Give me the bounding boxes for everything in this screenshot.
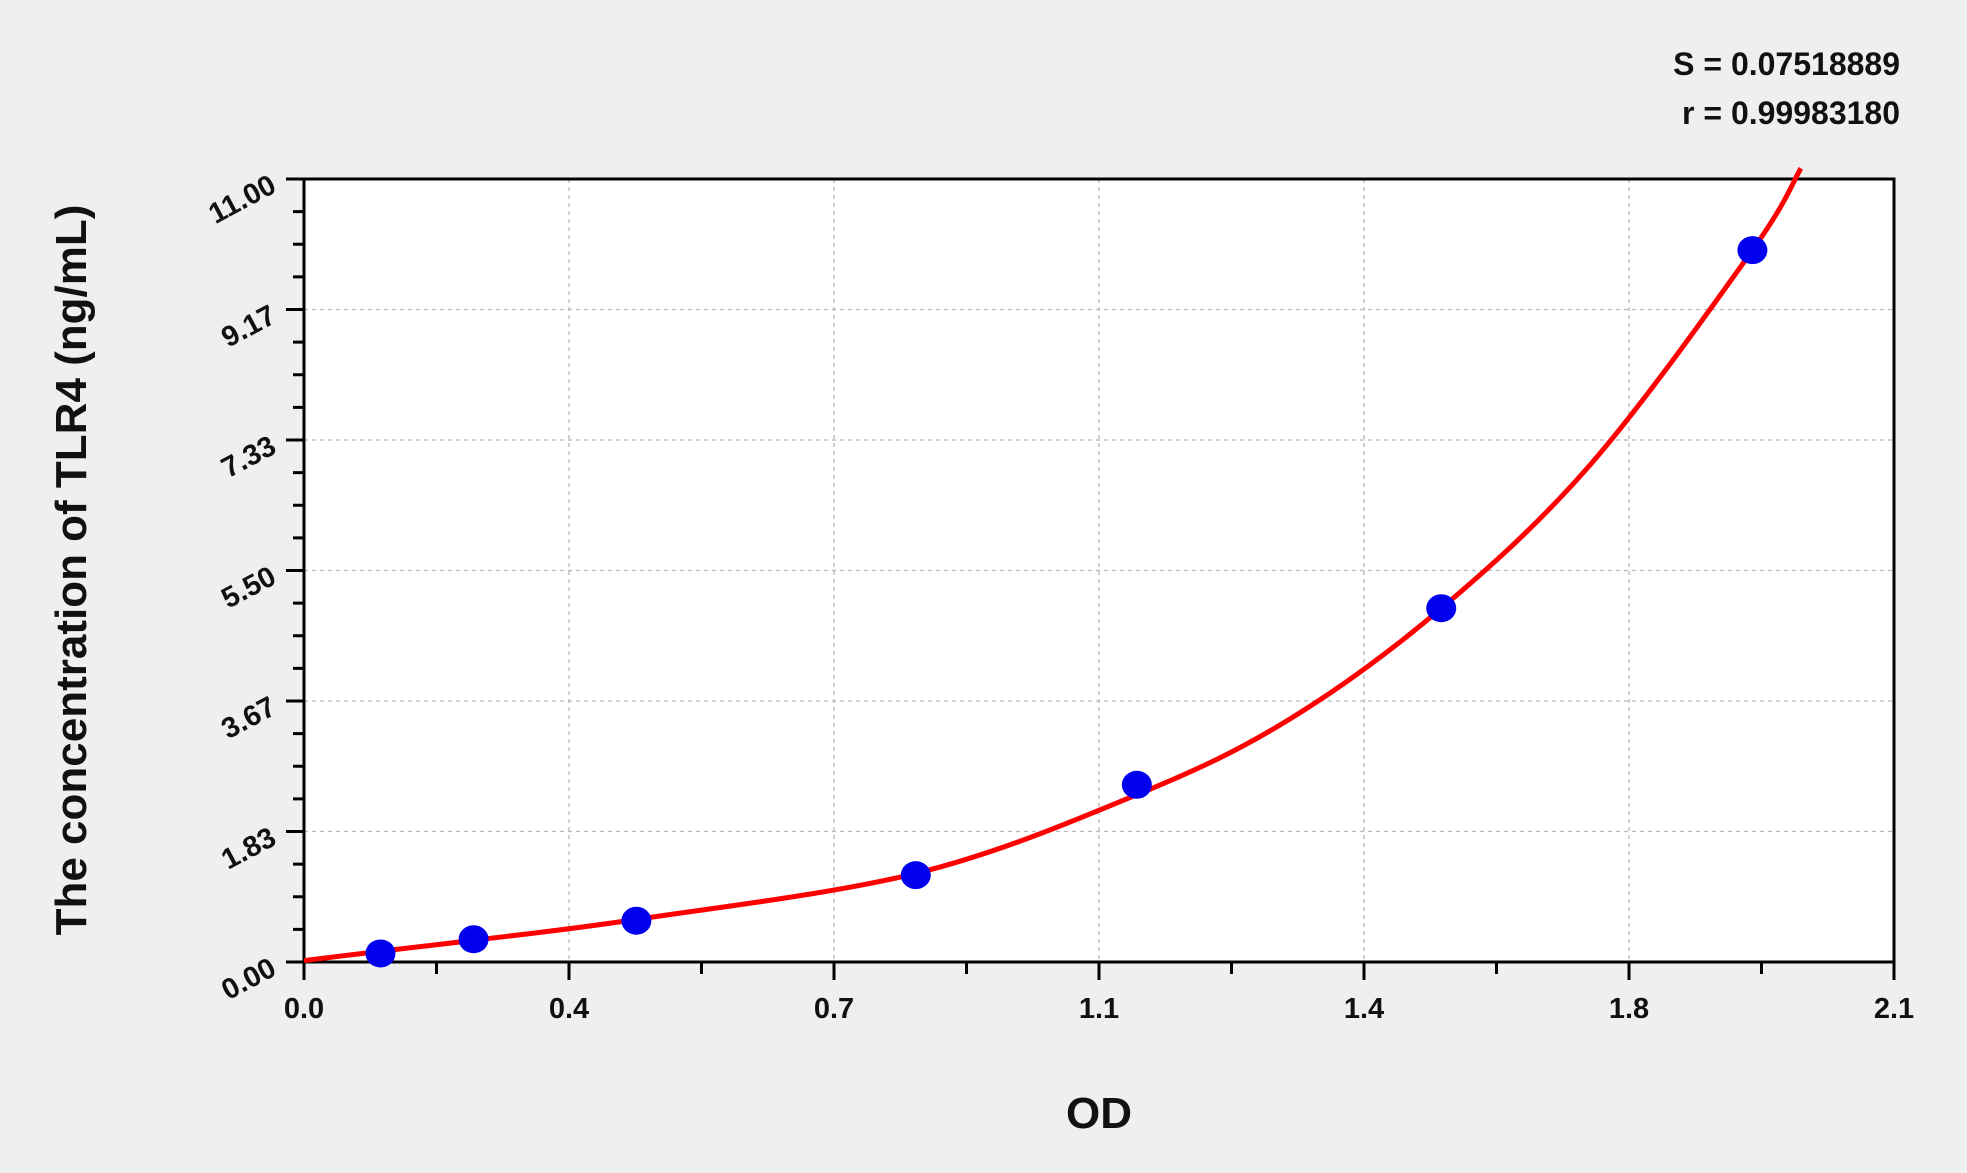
data-point — [458, 925, 489, 954]
y-tick-label: 7.33 — [216, 430, 281, 485]
r-value: r = 0.99983180 — [1682, 95, 1900, 131]
y-axis-label: The concentration of TLR4 (ng/mL) — [47, 205, 96, 936]
x-tick-label: 2.1 — [1874, 993, 1914, 1025]
x-tick-label: 1.1 — [1079, 993, 1119, 1025]
data-point — [365, 939, 396, 968]
y-tick-label: 5.50 — [216, 560, 281, 615]
y-tick-label: 1.83 — [216, 821, 281, 876]
y-tick-label: 11.00 — [204, 169, 282, 231]
data-points — [365, 236, 1768, 968]
fit-curve — [303, 167, 1804, 964]
data-point — [1426, 594, 1457, 623]
y-tick-label: 0.00 — [216, 952, 281, 1007]
x-tick-label: 1.8 — [1609, 993, 1649, 1025]
x-tick-label: 0.0 — [284, 993, 324, 1025]
data-point — [621, 906, 652, 935]
fit-curve-group — [303, 167, 1804, 964]
y-tick-label: 9.17 — [216, 299, 281, 354]
s-value: S = 0.07518889 — [1673, 46, 1900, 82]
x-tick-label: 1.4 — [1344, 993, 1384, 1025]
grid — [304, 179, 1894, 962]
data-point — [1737, 236, 1768, 265]
data-point — [900, 861, 931, 890]
data-point — [1121, 770, 1152, 799]
x-axis-label: OD — [1066, 1089, 1132, 1138]
x-tick-label: 0.7 — [814, 993, 854, 1025]
y-tick-label: 3.67 — [216, 691, 281, 746]
plot-frame — [302, 177, 1896, 964]
x-tick-label: 0.4 — [549, 993, 589, 1025]
